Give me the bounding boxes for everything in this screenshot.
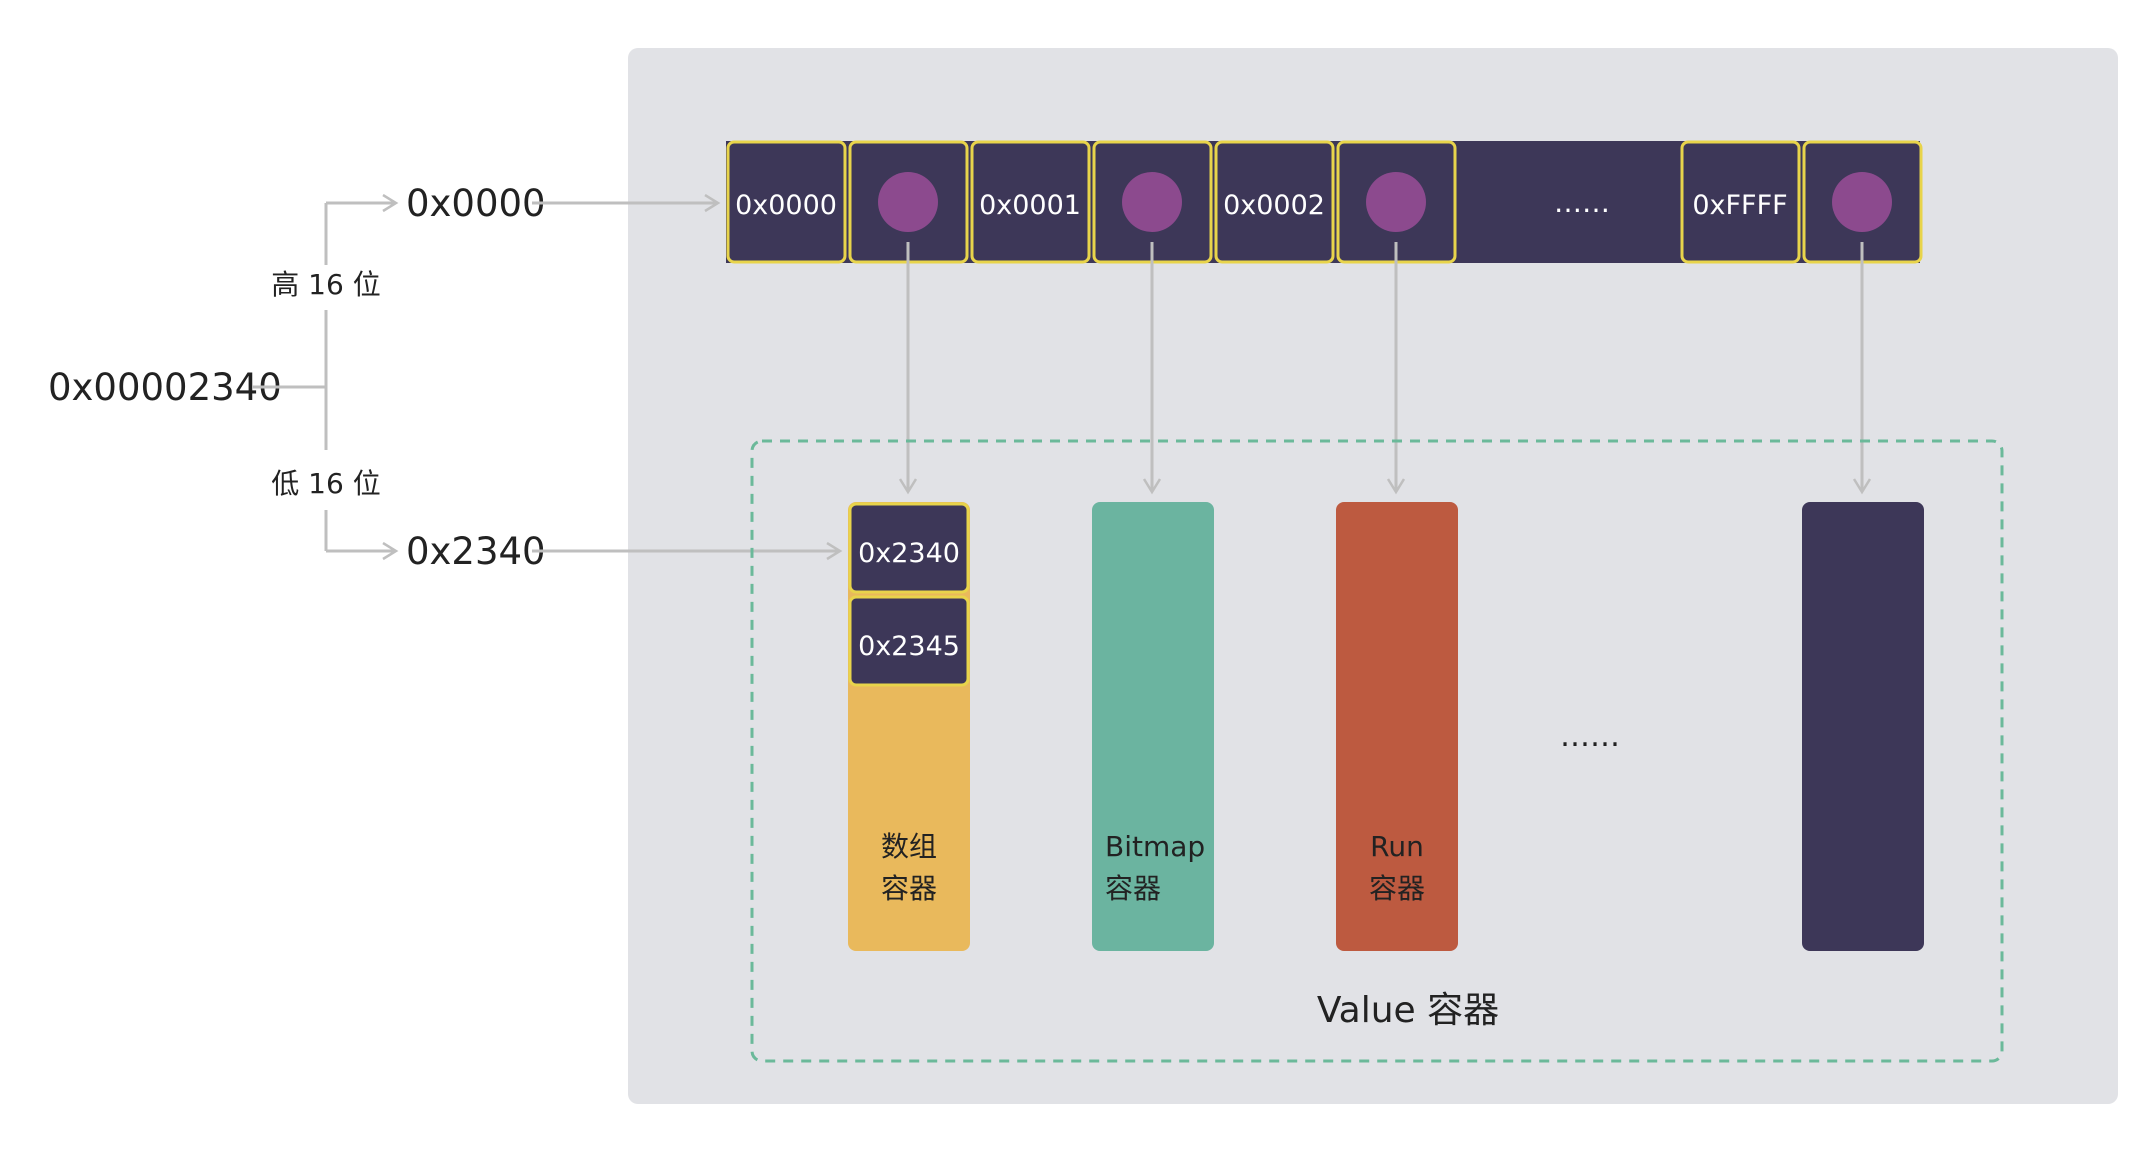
pointer-cell-0 bbox=[848, 140, 969, 264]
low-16-bits-label: 低 16 位 bbox=[271, 467, 380, 500]
run-container bbox=[1336, 502, 1458, 951]
keys-ellipsis: …… bbox=[1554, 186, 1610, 219]
run-container-label-1: Run bbox=[1370, 830, 1424, 863]
value-container-label: Value 容器 bbox=[1317, 990, 1499, 1031]
bitmap-container-label-1: Bitmap bbox=[1105, 830, 1205, 863]
low-value: 0x2340 bbox=[406, 530, 546, 573]
input-value: 0x00002340 bbox=[48, 366, 282, 409]
array-value-0: 0x2340 bbox=[848, 502, 970, 594]
bitmap-container-label-2: 容器 bbox=[1105, 872, 1161, 905]
key-cell-2: 0x0002 bbox=[1214, 140, 1335, 264]
array-value-label-0: 0x2340 bbox=[858, 538, 960, 569]
value-container-group bbox=[750, 439, 2004, 1063]
bitmap-container bbox=[1092, 502, 1214, 951]
pointer-dot-2 bbox=[1366, 172, 1426, 232]
pointer-dot-1 bbox=[1122, 172, 1182, 232]
pointer-cell-2 bbox=[1336, 140, 1457, 264]
array-container-label-2: 容器 bbox=[881, 872, 937, 905]
key-label-1: 0x0001 bbox=[979, 190, 1081, 221]
key-cell-1: 0x0001 bbox=[970, 140, 1091, 264]
key-label-0: 0x0000 bbox=[735, 190, 837, 221]
array-container-label-1: 数组 bbox=[881, 830, 937, 863]
run-container-label-2: 容器 bbox=[1369, 872, 1425, 905]
key-label-3: 0xFFFF bbox=[1692, 190, 1787, 221]
pointer-dot-3 bbox=[1832, 172, 1892, 232]
key-cell-0: 0x0000 bbox=[726, 140, 847, 264]
key-cell-3: 0xFFFF bbox=[1680, 140, 1801, 264]
high-value: 0x0000 bbox=[406, 182, 546, 225]
high-16-bits-label: 高 16 位 bbox=[271, 268, 380, 301]
array-value-1: 0x2345 bbox=[848, 595, 970, 687]
last-container bbox=[1802, 502, 1924, 951]
containers-ellipsis: …… bbox=[1560, 719, 1620, 754]
pointer-dot-0 bbox=[878, 172, 938, 232]
key-label-2: 0x0002 bbox=[1223, 190, 1325, 221]
array-value-label-1: 0x2345 bbox=[858, 631, 960, 662]
pointer-cell-3 bbox=[1802, 140, 1923, 264]
